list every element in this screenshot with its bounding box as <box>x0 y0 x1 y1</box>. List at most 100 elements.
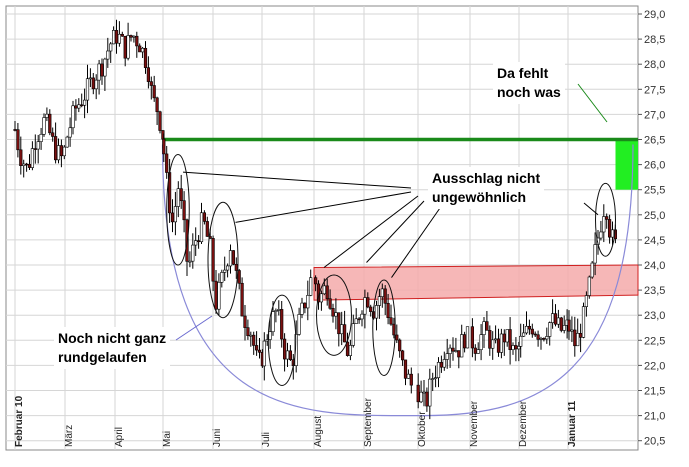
y-tick-label: 29,0 <box>644 9 665 21</box>
candle-up <box>354 318 358 324</box>
candle-up <box>545 336 549 340</box>
candle-up <box>499 333 504 353</box>
candle-down <box>514 345 518 350</box>
candle-down <box>325 285 329 300</box>
candle-down <box>607 219 612 238</box>
annotation-missing-line-1: Da fehlt <box>497 65 549 81</box>
y-tick-label: 25,0 <box>644 210 665 222</box>
candle-down <box>246 327 250 336</box>
pointer-spikes-2 <box>235 191 412 223</box>
candle-up <box>584 295 588 307</box>
candle-up <box>68 127 72 138</box>
candle-up <box>550 313 555 323</box>
candle-down <box>488 330 492 349</box>
candle-up <box>351 323 355 346</box>
candle-down <box>129 35 133 38</box>
candle-down <box>27 163 32 168</box>
x-tick-label: Oktober <box>417 411 428 447</box>
candle-down <box>567 319 571 332</box>
candle-up <box>132 35 136 38</box>
candle-down <box>211 238 215 282</box>
candle-up <box>62 146 66 157</box>
spike-ellipse <box>595 182 616 257</box>
candle-up <box>300 302 304 315</box>
candle-up <box>88 77 92 80</box>
candle-down <box>473 347 477 354</box>
spike-ellipse <box>372 279 396 376</box>
candle-up <box>539 338 543 340</box>
candle-up <box>460 334 464 358</box>
y-tick-label: 28,0 <box>644 59 665 71</box>
candle-up <box>374 305 379 319</box>
candle-down <box>202 212 207 222</box>
candle-down <box>485 321 489 331</box>
pointer-rounding <box>175 315 213 341</box>
x-tick-label: August <box>313 416 324 447</box>
candle-down <box>400 350 405 361</box>
candle-up <box>517 346 521 350</box>
candle-down <box>395 334 399 341</box>
candle-down <box>357 318 361 321</box>
x-tick-label: April <box>114 427 125 447</box>
y-tick-label: 25,5 <box>644 185 665 197</box>
candle-up <box>406 373 411 379</box>
candle-up <box>126 35 130 59</box>
candle-up <box>103 58 107 77</box>
candle-down <box>425 391 429 407</box>
candle-down <box>74 105 78 109</box>
candle-up <box>436 362 441 378</box>
candle-down <box>553 313 558 325</box>
pointer-spikes-4 <box>366 200 425 263</box>
candle-down <box>165 153 169 173</box>
channel-band <box>313 264 639 301</box>
candle-down <box>470 326 475 349</box>
annotation-missing-line-2: noch was <box>497 84 561 100</box>
candle-down <box>214 280 218 310</box>
spike-ellipse <box>207 201 239 319</box>
spike-ellipse <box>316 274 352 356</box>
annotation-pointers <box>175 83 608 341</box>
candle-up <box>306 295 310 309</box>
candle-up <box>42 117 46 135</box>
candle-up <box>431 378 435 380</box>
candle-up <box>556 317 560 325</box>
candle-down <box>386 302 390 319</box>
candle-up <box>377 296 382 306</box>
candle-down <box>123 35 127 59</box>
x-tick-label: Juli <box>261 432 272 447</box>
annotation-missing: Da fehlt noch was <box>493 62 565 104</box>
candle-down <box>342 324 347 343</box>
annotation-rounding-line-1: Noch nicht ganz <box>58 330 167 346</box>
target-zone <box>615 139 638 190</box>
candle-down <box>282 338 287 360</box>
x-tick-label: September <box>363 397 374 447</box>
candle-up <box>454 350 458 352</box>
candle-up <box>419 391 423 403</box>
candle-down <box>197 240 201 243</box>
candle-up <box>268 331 272 340</box>
candle-down <box>328 298 332 309</box>
candle-up <box>277 309 281 311</box>
y-tick-label: 22,5 <box>644 335 665 347</box>
candle-down <box>114 30 119 44</box>
candle-up <box>448 347 452 354</box>
candle-down <box>234 263 238 271</box>
candle-up <box>141 47 145 53</box>
candle-up <box>610 229 615 238</box>
candle-up <box>39 133 43 142</box>
candle-up <box>176 188 180 207</box>
y-tick-label: 26,0 <box>644 160 665 172</box>
candle-up <box>117 33 121 44</box>
candle-down <box>170 212 175 223</box>
candle-down <box>91 77 95 90</box>
annotation-spikes-line-2: ungewöhnlich <box>432 189 527 205</box>
y-tick-label: 27,5 <box>644 84 665 96</box>
candle-down <box>508 329 512 351</box>
candle-down <box>536 334 540 340</box>
candle-up <box>548 322 552 337</box>
candle-down <box>409 373 413 386</box>
pointer-spikes-1 <box>182 171 412 189</box>
candle-down <box>542 338 546 340</box>
candle-down <box>13 129 17 131</box>
candle-down <box>303 302 307 309</box>
